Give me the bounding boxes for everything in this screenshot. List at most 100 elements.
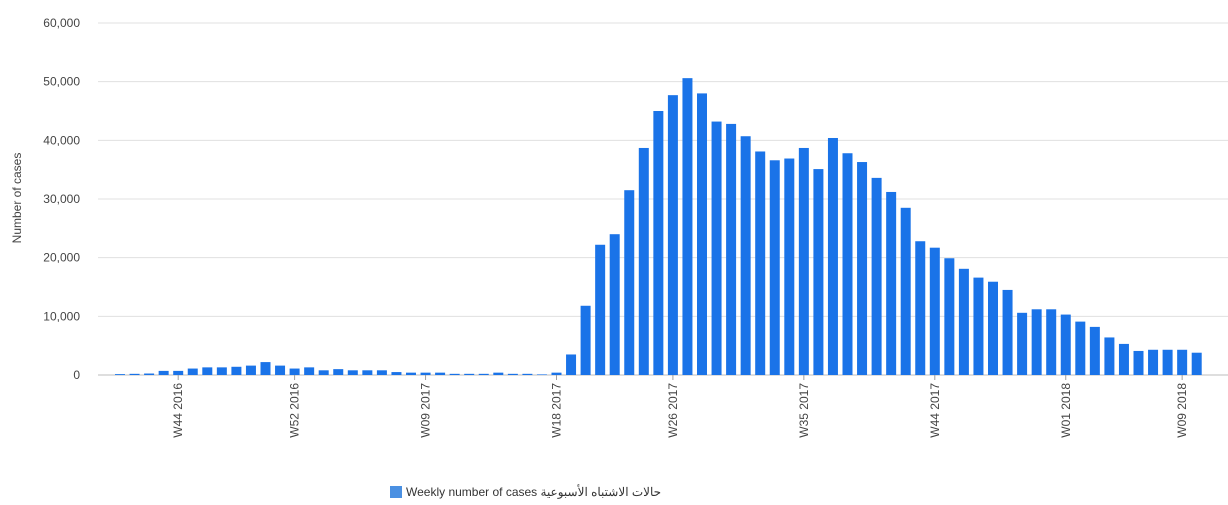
y-axis-title: Number of cases [10, 153, 24, 244]
legend[interactable]: حالات الاشتباه الأسبوعية Weekly number o… [390, 484, 661, 499]
bar[interactable]: W27 2017: 50600 [682, 78, 693, 376]
bar[interactable]: W16 2017: 200 [522, 373, 533, 375]
bar[interactable]: W21 2017: 22200 [595, 244, 606, 375]
x-tick-label: W44 2017 [928, 383, 942, 438]
bar[interactable]: W03 2017: 1000 [333, 369, 344, 375]
bar[interactable]: W04 2018: 6400 [1104, 337, 1115, 375]
bar[interactable]: W49 2017: 14500 [1002, 289, 1013, 375]
bar[interactable]: W42 2016: 250 [144, 373, 155, 375]
bar[interactable]: W45 2016: 1100 [187, 368, 198, 375]
bar[interactable]: W44 2017: 21700 [929, 247, 940, 375]
bar[interactable]: W14 2017: 400 [493, 372, 504, 375]
bar[interactable]: W22 2017: 24000 [609, 234, 620, 375]
bar[interactable]: W06 2018: 4100 [1133, 350, 1144, 375]
bar[interactable]: W08 2017: 400 [406, 372, 416, 375]
bar[interactable]: W25 2017: 45000 [653, 111, 664, 375]
bar[interactable]: W13 2017: 200 [478, 373, 489, 375]
bar[interactable]: W48 2017: 15900 [988, 281, 998, 375]
x-tick-label: W52 2016 [288, 383, 302, 438]
bar[interactable]: W02 2017: 800 [318, 370, 329, 375]
bar[interactable]: W20 2017: 11800 [580, 305, 591, 375]
bar[interactable]: W08 2018: 4300 [1162, 349, 1173, 375]
y-tick-label: 10,000 [43, 309, 80, 323]
bar[interactable]: W34 2017: 36900 [784, 158, 795, 375]
bar[interactable]: W49 2016: 1600 [245, 365, 256, 375]
legend-label: حالات الاشتباه الأسبوعية Weekly number o… [406, 484, 661, 499]
bar[interactable]: W12 2017: 200 [464, 373, 475, 375]
bar[interactable]: W18 2017: 400 [551, 372, 562, 375]
bar[interactable]: W50 2017: 10600 [1017, 312, 1028, 375]
bar[interactable]: W40 2016: 150 [115, 374, 125, 375]
bar[interactable]: W28 2017: 48000 [697, 93, 707, 376]
bar[interactable]: W05 2018: 5300 [1118, 343, 1129, 375]
bar[interactable]: W30 2017: 42800 [726, 123, 737, 375]
bar[interactable]: W26 2017: 47700 [667, 95, 678, 375]
bar[interactable]: W06 2017: 800 [376, 370, 387, 375]
y-tick-label: 50,000 [43, 75, 80, 89]
bar[interactable]: W48 2016: 1400 [231, 366, 242, 375]
bar[interactable]: W17 2017: 100 [536, 374, 547, 375]
bar[interactable]: W46 2017: 18100 [958, 268, 969, 375]
bar[interactable]: W29 2017: 43200 [711, 121, 722, 375]
bar[interactable]: W03 2018: 8200 [1089, 326, 1100, 375]
y-tick-label: 60,000 [43, 16, 80, 30]
bar[interactable]: W10 2017: 400 [435, 372, 446, 375]
bar[interactable]: W50 2016: 2200 [260, 362, 271, 375]
bars: W40 2016: 150W41 2016: 200W42 2016: 250W… [115, 78, 1202, 376]
x-tick-label: W18 2017 [550, 383, 564, 438]
bar[interactable]: W40 2017: 33600 [871, 177, 882, 375]
bar[interactable]: W35 2017: 38700 [798, 147, 809, 375]
bar[interactable]: W43 2016: 700 [158, 370, 169, 375]
bar[interactable]: W05 2017: 800 [362, 370, 373, 375]
legend-swatch [390, 486, 402, 498]
bar[interactable]: W01 2018: 10300 [1060, 314, 1071, 375]
bar[interactable]: W36 2017: 35100 [813, 169, 824, 375]
bar[interactable]: W07 2018: 4300 [1148, 349, 1159, 375]
y-tick-label: 20,000 [43, 251, 80, 265]
bar[interactable]: W09 2018: 4300 [1177, 349, 1188, 375]
bar[interactable]: W23 2017: 31500 [624, 190, 635, 375]
x-tick-label: W44 2016 [171, 383, 185, 438]
bar[interactable]: W32 2017: 38100 [755, 151, 766, 375]
y-tick-label: 0 [73, 368, 80, 382]
bar[interactable]: W02 2018: 9100 [1075, 321, 1086, 375]
x-tick-label: W35 2017 [797, 383, 811, 438]
bar[interactable]: W45 2017: 19900 [944, 258, 955, 375]
bar[interactable]: W07 2017: 500 [391, 372, 402, 375]
bar[interactable]: W37 2017: 40400 [827, 137, 838, 375]
bar[interactable]: W11 2017: 200 [449, 373, 460, 375]
bar[interactable]: W42 2017: 28500 [900, 207, 911, 375]
bar[interactable]: W52 2017: 11200 [1046, 309, 1057, 375]
bar[interactable]: W41 2016: 200 [129, 373, 140, 375]
bar[interactable]: W38 2017: 37800 [842, 153, 853, 375]
x-tick-label: W01 2018 [1059, 383, 1073, 438]
bar[interactable]: W41 2017: 31200 [886, 191, 897, 375]
bar[interactable]: W31 2017: 40700 [740, 136, 751, 375]
x-tick-label: W09 2017 [419, 383, 433, 438]
x-axis-ticks: W44 2016 W52 2016 W09 2017 W18 2017 W26 2017… [171, 375, 1189, 438]
bar[interactable]: W39 2017: 36300 [857, 162, 868, 375]
bar[interactable]: W10 2018: 3800 [1191, 352, 1202, 375]
bar[interactable]: W47 2016: 1300 [216, 367, 227, 375]
y-tick-label: 40,000 [43, 133, 80, 147]
bar[interactable]: W43 2017: 22800 [915, 241, 926, 375]
bar[interactable]: W19 2017: 3500 [566, 354, 577, 375]
bar[interactable]: W09 2017: 400 [420, 372, 431, 375]
bar[interactable]: W01 2017: 1300 [304, 367, 315, 375]
x-tick-label: W09 2018 [1175, 383, 1189, 438]
bar[interactable]: W33 2017: 36600 [769, 160, 780, 375]
bar[interactable]: W15 2017: 200 [507, 373, 518, 375]
bar[interactable]: W47 2017: 16600 [973, 277, 984, 375]
bar[interactable]: W51 2017: 11200 [1031, 309, 1042, 375]
y-axis-ticks: 0 10,000 20,000 30,000 40,000 50,000 60,000 [43, 16, 80, 382]
bar[interactable]: W46 2016: 1300 [202, 367, 213, 375]
y-tick-label: 30,000 [43, 192, 80, 206]
bar[interactable]: W51 2016: 1600 [275, 365, 286, 375]
bar[interactable]: W52 2016: 1100 [289, 368, 300, 375]
bar[interactable]: W04 2017: 800 [347, 370, 358, 375]
bar[interactable]: W24 2017: 38700 [638, 147, 649, 375]
bar[interactable]: W44 2016: 700 [173, 370, 184, 375]
x-tick-label: W26 2017 [666, 383, 680, 438]
